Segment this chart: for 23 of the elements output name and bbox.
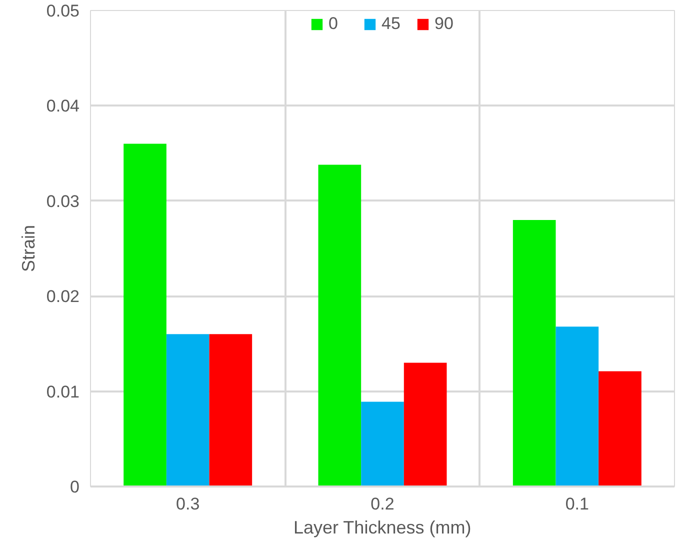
bar [598, 371, 642, 486]
bar [404, 362, 447, 486]
y-tick-label: 0.02 [46, 287, 80, 306]
y-axis-title: Strain [18, 224, 38, 272]
x-tick-label: 0.1 [565, 494, 589, 514]
y-tick-label: 0 [70, 478, 80, 496]
y-tick-label: 0.05 [46, 2, 80, 20]
bar [124, 144, 166, 486]
x-axis-title: Layer Thickness (mm) [293, 518, 472, 538]
bar [166, 334, 210, 486]
bar [512, 220, 556, 486]
bar [209, 334, 252, 486]
x-tick-label: 0.2 [370, 494, 394, 514]
legend-label: 90 [434, 14, 454, 34]
y-tick-label: 0.03 [46, 192, 80, 211]
bar [361, 402, 404, 486]
legend-label: 0 [328, 14, 339, 34]
legend-label: 45 [382, 14, 402, 34]
x-tick-label: 0.3 [176, 494, 200, 514]
y-tick-label: 0.01 [46, 382, 80, 402]
y-tick-label: 0.04 [46, 96, 80, 116]
bar [318, 164, 362, 486]
bar [556, 326, 599, 486]
